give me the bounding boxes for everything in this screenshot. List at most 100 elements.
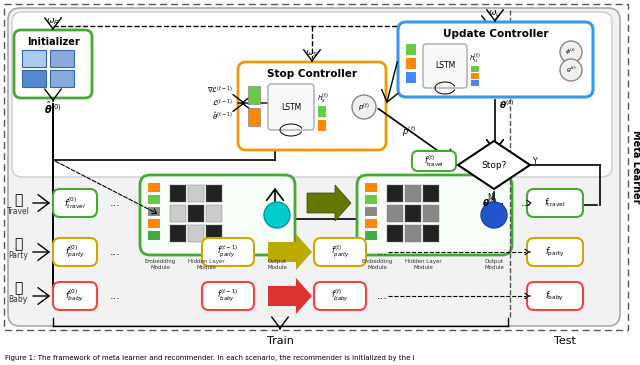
Text: $f_{party}^{(t-1)}$: $f_{party}^{(t-1)}$ bbox=[218, 244, 239, 260]
Bar bbox=[423, 205, 439, 222]
Text: LSTM: LSTM bbox=[435, 61, 455, 70]
Text: $h_s^{(t)}$: $h_s^{(t)}$ bbox=[317, 91, 329, 105]
Polygon shape bbox=[307, 185, 351, 221]
Text: $f_{baby}^{(t-1)}$: $f_{baby}^{(t-1)}$ bbox=[218, 288, 239, 304]
Text: $g^{(t)}$: $g^{(t)}$ bbox=[566, 65, 577, 75]
Bar bbox=[170, 225, 186, 242]
Text: $f_{\mathrm{travel}}$: $f_{\mathrm{travel}}$ bbox=[544, 197, 566, 209]
Text: $f_{\mathrm{baby}}$: $f_{\mathrm{baby}}$ bbox=[545, 289, 564, 303]
Bar bbox=[387, 185, 403, 202]
Text: $f_{travel}^{(0)}$: $f_{travel}^{(0)}$ bbox=[64, 195, 86, 211]
Text: $f_{party}^{(0)}$: $f_{party}^{(0)}$ bbox=[65, 244, 85, 260]
Text: Y: Y bbox=[533, 158, 538, 166]
Circle shape bbox=[560, 41, 582, 63]
Text: $\mathcal{L}^{(t-1)}$: $\mathcal{L}^{(t-1)}$ bbox=[212, 97, 233, 108]
Text: ...: ... bbox=[376, 291, 387, 301]
Text: $p^{(t)}$: $p^{(t)}$ bbox=[402, 125, 416, 139]
FancyBboxPatch shape bbox=[268, 84, 314, 130]
FancyBboxPatch shape bbox=[53, 189, 97, 217]
Text: $f_{\mathrm{party}}$: $f_{\mathrm{party}}$ bbox=[545, 245, 565, 258]
Bar bbox=[423, 185, 439, 202]
Bar bbox=[365, 231, 377, 240]
Bar bbox=[471, 73, 479, 79]
Text: $f_{\mathrm{travel}}^{(t)}$: $f_{\mathrm{travel}}^{(t)}$ bbox=[424, 153, 444, 169]
Text: $f_{party}^{(t)}$: $f_{party}^{(t)}$ bbox=[330, 244, 349, 260]
Bar bbox=[148, 183, 160, 192]
Bar bbox=[471, 80, 479, 86]
Bar bbox=[206, 185, 222, 202]
Text: 🎒: 🎒 bbox=[14, 193, 22, 207]
Bar bbox=[188, 205, 204, 222]
Bar bbox=[406, 58, 416, 69]
Text: $f_{baby}^{(t)}$: $f_{baby}^{(t)}$ bbox=[331, 288, 349, 304]
Bar bbox=[22, 70, 46, 87]
FancyBboxPatch shape bbox=[140, 175, 295, 255]
FancyBboxPatch shape bbox=[398, 22, 593, 97]
Text: Update Controller: Update Controller bbox=[443, 29, 548, 39]
Text: Stop Controller: Stop Controller bbox=[267, 69, 357, 79]
Bar bbox=[170, 185, 186, 202]
Polygon shape bbox=[268, 234, 312, 270]
Bar bbox=[206, 225, 222, 242]
Circle shape bbox=[264, 202, 290, 228]
Bar bbox=[4, 4, 628, 330]
Text: Meta Learner: Meta Learner bbox=[631, 130, 640, 204]
Bar bbox=[405, 225, 421, 242]
FancyBboxPatch shape bbox=[357, 175, 512, 255]
Circle shape bbox=[352, 95, 376, 119]
FancyBboxPatch shape bbox=[53, 282, 97, 310]
Bar bbox=[148, 195, 160, 204]
Circle shape bbox=[560, 59, 582, 81]
Bar bbox=[148, 219, 160, 228]
FancyBboxPatch shape bbox=[527, 189, 583, 217]
Bar bbox=[405, 185, 421, 202]
Text: LSTM: LSTM bbox=[281, 103, 301, 111]
Text: 🍾: 🍾 bbox=[14, 237, 22, 251]
FancyBboxPatch shape bbox=[314, 282, 366, 310]
Bar bbox=[318, 106, 326, 117]
Text: Baby: Baby bbox=[8, 296, 28, 304]
Text: $\omega_S$: $\omega_S$ bbox=[305, 49, 319, 59]
Bar bbox=[188, 225, 204, 242]
Text: ...: ... bbox=[520, 198, 531, 208]
Text: Test: Test bbox=[554, 336, 576, 346]
Bar bbox=[387, 225, 403, 242]
Text: Party: Party bbox=[8, 251, 28, 261]
Text: Embedding
Module: Embedding Module bbox=[362, 259, 392, 270]
FancyBboxPatch shape bbox=[12, 12, 612, 177]
Text: $f_{baby}^{(0)}$: $f_{baby}^{(0)}$ bbox=[65, 288, 84, 304]
Text: ...: ... bbox=[376, 247, 387, 257]
Text: $\boldsymbol{\theta}^{(t)}$: $\boldsymbol{\theta}^{(t)}$ bbox=[499, 99, 514, 111]
Text: $\omega_u$: $\omega_u$ bbox=[488, 9, 502, 19]
Bar bbox=[148, 231, 160, 240]
FancyBboxPatch shape bbox=[53, 238, 97, 266]
Text: Hidden Layer
Module: Hidden Layer Module bbox=[404, 259, 442, 270]
FancyBboxPatch shape bbox=[202, 282, 254, 310]
Text: $p^{(t)}$: $p^{(t)}$ bbox=[358, 101, 370, 113]
Bar bbox=[365, 195, 377, 204]
Text: $\omega_R$: $\omega_R$ bbox=[46, 17, 60, 27]
Circle shape bbox=[481, 202, 507, 228]
FancyBboxPatch shape bbox=[527, 238, 583, 266]
FancyBboxPatch shape bbox=[202, 238, 254, 266]
Text: Travel: Travel bbox=[6, 207, 29, 216]
FancyBboxPatch shape bbox=[238, 62, 386, 150]
Text: $\nabla\mathcal{L}^{(t-1)}$: $\nabla\mathcal{L}^{(t-1)}$ bbox=[207, 85, 233, 95]
Bar bbox=[318, 120, 326, 131]
Bar bbox=[188, 185, 204, 202]
Bar bbox=[50, 70, 74, 87]
Bar bbox=[365, 183, 377, 192]
Bar bbox=[365, 219, 377, 228]
Text: N: N bbox=[487, 193, 493, 202]
Text: Output
Module: Output Module bbox=[267, 259, 287, 270]
Bar bbox=[406, 44, 416, 55]
Bar bbox=[423, 225, 439, 242]
Bar bbox=[387, 205, 403, 222]
Bar bbox=[206, 205, 222, 222]
FancyBboxPatch shape bbox=[423, 44, 467, 88]
Text: $\phi^{(t)}$: $\phi^{(t)}$ bbox=[565, 47, 577, 57]
Bar bbox=[248, 108, 260, 126]
Text: ...: ... bbox=[109, 247, 120, 257]
FancyBboxPatch shape bbox=[314, 238, 366, 266]
Bar bbox=[170, 205, 186, 222]
